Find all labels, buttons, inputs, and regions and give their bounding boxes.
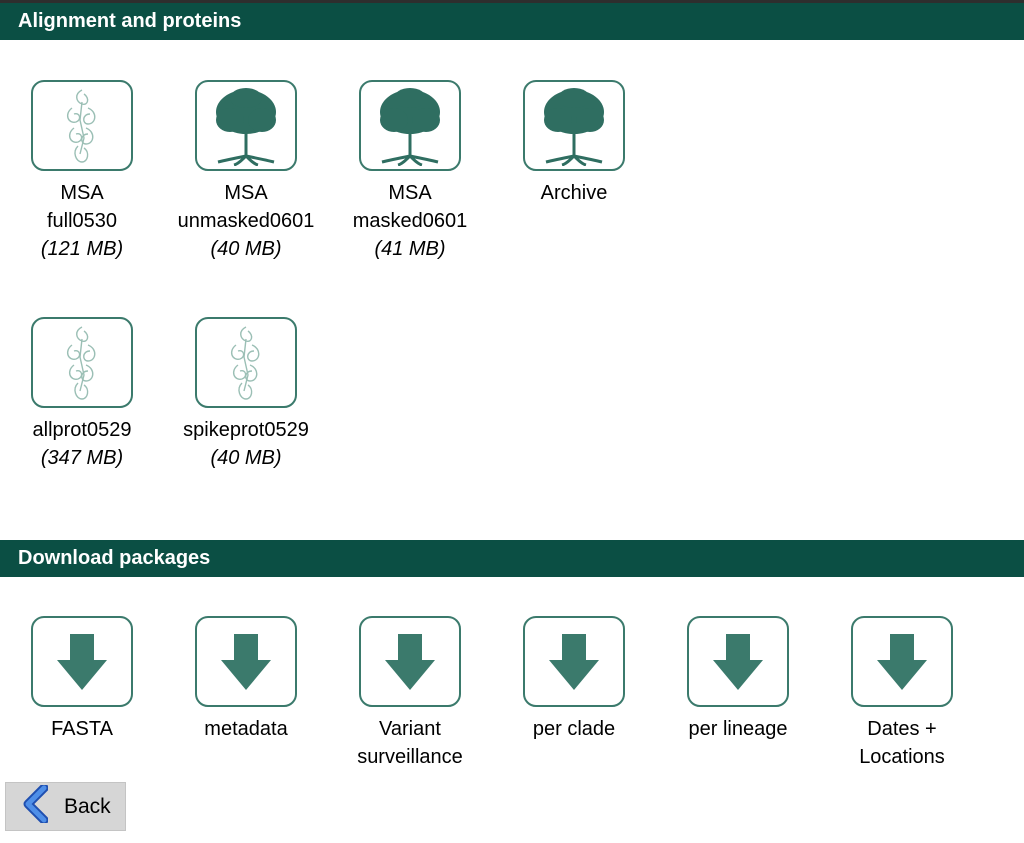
item-label: spikeprot0529 <box>183 419 309 441</box>
back-button[interactable]: Back <box>5 782 126 831</box>
item-label: per lineage <box>688 718 788 740</box>
item-label: Variant <box>379 718 441 740</box>
item-label: Locations <box>859 746 945 768</box>
file-size: (121 MB) <box>40 238 124 260</box>
item-label: full0530 <box>46 210 118 232</box>
alignment-item-msa-unmasked[interactable]: MSA unmasked0601 (40 MB) <box>166 80 326 263</box>
protein-structure-icon[interactable] <box>31 317 133 408</box>
item-label: metadata <box>204 718 288 740</box>
section-header-downloads: Download packages <box>0 540 1024 577</box>
protein-structure-icon[interactable] <box>195 317 297 408</box>
protein-structure-icon[interactable] <box>31 80 133 171</box>
tree-icon[interactable] <box>195 80 297 171</box>
download-arrow-icon[interactable] <box>359 616 461 707</box>
section-title: Alignment and proteins <box>18 9 242 32</box>
alignment-item-archive[interactable]: Archive <box>494 80 654 207</box>
item-label: FASTA <box>51 718 113 740</box>
download-item-fasta[interactable]: FASTA <box>2 616 162 743</box>
download-item-variant-surveillance[interactable]: Variant surveillance <box>330 616 490 771</box>
download-arrow-icon[interactable] <box>851 616 953 707</box>
file-size: (347 MB) <box>40 447 124 469</box>
alignment-item-spikeprot[interactable]: spikeprot0529 (40 MB) <box>166 317 326 472</box>
item-label: MSA <box>60 182 104 204</box>
back-label: Back <box>64 794 111 818</box>
file-size: (40 MB) <box>210 238 282 260</box>
download-arrow-icon[interactable] <box>687 616 789 707</box>
item-label: Archive <box>540 182 608 204</box>
file-size: (40 MB) <box>210 447 282 469</box>
alignment-item-msa-masked[interactable]: MSA masked0601 (41 MB) <box>330 80 490 263</box>
download-arrow-icon[interactable] <box>31 616 133 707</box>
item-label: allprot0529 <box>32 419 132 441</box>
section-title: Download packages <box>18 547 211 569</box>
item-label: per clade <box>532 718 616 740</box>
item-label: unmasked0601 <box>177 210 315 232</box>
download-item-per-lineage[interactable]: per lineage <box>658 616 818 743</box>
alignment-item-msa-full[interactable]: MSA full0530 (121 MB) <box>2 80 162 263</box>
download-arrow-icon[interactable] <box>195 616 297 707</box>
item-label: surveillance <box>357 746 463 768</box>
alignment-item-allprot[interactable]: allprot0529 (347 MB) <box>2 317 162 472</box>
file-size: (41 MB) <box>374 238 446 260</box>
item-label: MSA <box>224 182 268 204</box>
tree-icon[interactable] <box>359 80 461 171</box>
item-label: masked0601 <box>352 210 468 232</box>
back-chevron-icon <box>20 783 49 829</box>
section-header-alignment: Alignment and proteins <box>0 0 1024 40</box>
download-arrow-icon[interactable] <box>523 616 625 707</box>
download-item-dates-locations[interactable]: Dates + Locations <box>822 616 982 771</box>
item-label: Dates + <box>867 718 937 740</box>
tree-icon[interactable] <box>523 80 625 171</box>
download-item-metadata[interactable]: metadata <box>166 616 326 743</box>
download-item-per-clade[interactable]: per clade <box>494 616 654 743</box>
item-label: MSA <box>388 182 432 204</box>
